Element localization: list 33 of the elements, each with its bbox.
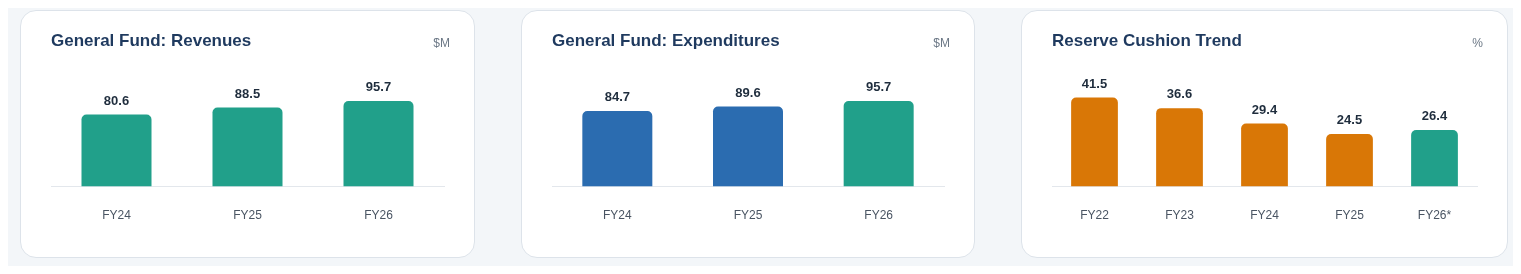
- x-tick-label: FY25: [733, 208, 763, 223]
- data-label: 29.4: [1251, 101, 1278, 117]
- x-tick-label: FY24: [602, 208, 632, 223]
- bar: [1071, 97, 1118, 187]
- chart-title: General Fund: Revenues: [51, 30, 252, 50]
- data-label: 84.7: [604, 89, 630, 105]
- x-tick-label: FY26: [364, 208, 394, 223]
- x-tick-label: FY23: [1165, 208, 1195, 223]
- bar: [1241, 123, 1288, 187]
- bar: [1326, 134, 1373, 187]
- x-tick-label: FY24: [102, 208, 132, 223]
- chart-title: Reserve Cushion Trend: [1052, 30, 1242, 50]
- data-label: 89.6: [735, 84, 761, 100]
- bar: [1411, 130, 1458, 187]
- bar: [1156, 108, 1203, 187]
- text: $M: [433, 36, 450, 51]
- x-tick-label: FY26*: [1417, 208, 1452, 223]
- text: $M: [933, 36, 950, 51]
- x-tick-label: FY25: [1335, 208, 1365, 223]
- data-label: 41.5: [1081, 75, 1108, 91]
- data-label: 95.7: [365, 79, 392, 95]
- x-tick-label: FY22: [1080, 208, 1110, 223]
- data-label: 36.6: [1166, 86, 1193, 102]
- x-tick-label: FY24: [1250, 208, 1280, 223]
- data-label: 80.6: [103, 92, 130, 108]
- chart-title: General Fund: Expenditures: [552, 30, 780, 50]
- data-label: 26.4: [1421, 108, 1448, 124]
- text: %: [1472, 36, 1484, 51]
- x-tick-label: FY26: [864, 208, 894, 223]
- data-label: 24.5: [1336, 112, 1363, 128]
- data-label: 88.5: [234, 85, 261, 101]
- x-tick-label: FY25: [233, 208, 263, 223]
- data-label: 95.7: [866, 79, 892, 95]
